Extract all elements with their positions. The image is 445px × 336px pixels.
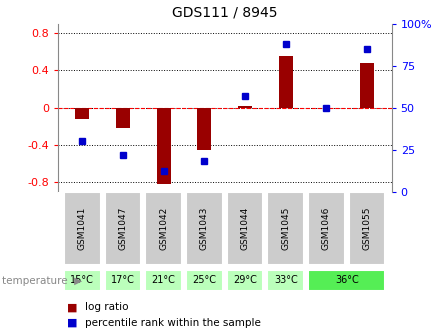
Bar xyxy=(105,192,142,265)
Text: GSM1047: GSM1047 xyxy=(118,207,127,250)
Text: GSM1042: GSM1042 xyxy=(159,207,168,250)
Text: 25°C: 25°C xyxy=(192,275,216,285)
Bar xyxy=(157,108,171,184)
Text: GSM1043: GSM1043 xyxy=(200,207,209,250)
Bar xyxy=(267,192,304,265)
Bar xyxy=(238,106,252,108)
Bar xyxy=(279,56,293,108)
Bar xyxy=(75,108,89,119)
Bar xyxy=(146,192,182,265)
Text: 17°C: 17°C xyxy=(111,275,135,285)
Bar xyxy=(267,270,304,291)
Text: log ratio: log ratio xyxy=(85,302,128,312)
Text: GSM1046: GSM1046 xyxy=(322,207,331,250)
Text: temperature  ▶: temperature ▶ xyxy=(2,276,82,286)
Text: percentile rank within the sample: percentile rank within the sample xyxy=(85,318,260,328)
Bar xyxy=(105,270,142,291)
Bar xyxy=(146,270,182,291)
Bar xyxy=(227,192,263,265)
Text: 33°C: 33°C xyxy=(274,275,298,285)
Text: ■: ■ xyxy=(67,302,77,312)
Text: GSM1045: GSM1045 xyxy=(281,207,290,250)
Bar xyxy=(349,192,385,265)
Bar xyxy=(308,270,385,291)
Title: GDS111 / 8945: GDS111 / 8945 xyxy=(172,6,278,19)
Text: ■: ■ xyxy=(67,318,77,328)
Bar xyxy=(64,192,101,265)
Text: 29°C: 29°C xyxy=(233,275,257,285)
Bar xyxy=(197,108,211,150)
Bar xyxy=(116,108,130,128)
Bar xyxy=(186,192,222,265)
Bar xyxy=(227,270,263,291)
Text: GSM1044: GSM1044 xyxy=(241,207,250,250)
Bar xyxy=(308,192,345,265)
Text: 36°C: 36°C xyxy=(335,275,359,285)
Bar xyxy=(186,270,222,291)
Text: GSM1055: GSM1055 xyxy=(363,207,372,250)
Bar xyxy=(360,63,374,108)
Bar xyxy=(64,270,101,291)
Text: 15°C: 15°C xyxy=(70,275,94,285)
Text: GSM1041: GSM1041 xyxy=(78,207,87,250)
Text: 21°C: 21°C xyxy=(152,275,176,285)
